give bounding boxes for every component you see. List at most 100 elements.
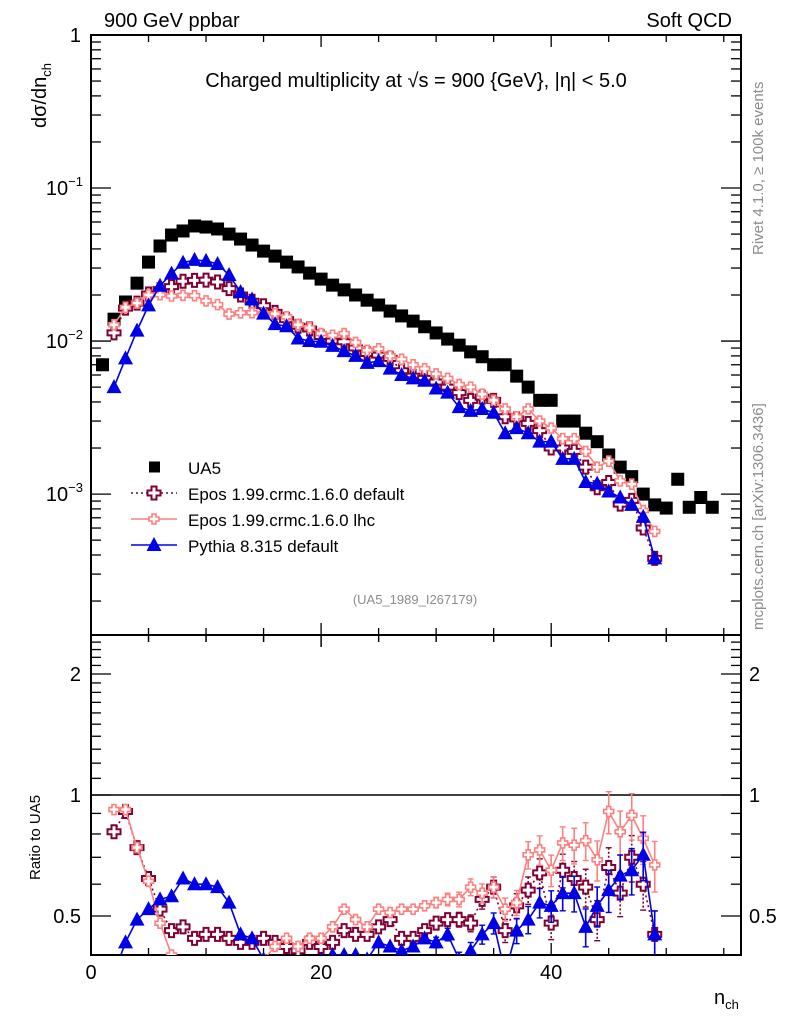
data-point bbox=[348, 347, 364, 362]
data-point bbox=[234, 306, 247, 319]
data-point bbox=[118, 350, 134, 365]
axes: 0 20 40 1 10−1 10−2 10−3 0.5 0.5 1 1 2 2 bbox=[46, 25, 777, 984]
ratio-data-point bbox=[175, 870, 191, 885]
data-point bbox=[520, 415, 536, 431]
data-point bbox=[694, 490, 708, 504]
x-axis-label-main: n bbox=[714, 987, 725, 1009]
data-point bbox=[463, 392, 479, 408]
ratio-data-point bbox=[635, 876, 651, 892]
y-axis-label: dσ/dnch bbox=[29, 63, 54, 128]
data-point bbox=[395, 309, 409, 323]
data-point bbox=[394, 367, 410, 382]
ratio-data-point bbox=[556, 837, 569, 849]
ratio-data-point bbox=[315, 932, 327, 945]
data-point bbox=[313, 333, 329, 348]
ratio-data-point bbox=[165, 949, 178, 955]
data-point bbox=[568, 432, 580, 445]
ratio-data-point bbox=[476, 887, 488, 899]
data-point bbox=[417, 372, 433, 387]
main-plot-marks bbox=[96, 219, 719, 566]
data-point bbox=[567, 414, 581, 428]
ratio-data-point bbox=[233, 926, 249, 941]
data-point bbox=[177, 289, 189, 302]
data-point bbox=[131, 297, 143, 309]
data-point bbox=[165, 290, 178, 302]
data-point bbox=[164, 265, 180, 280]
ratio-data-point bbox=[428, 934, 444, 949]
data-point bbox=[279, 318, 295, 333]
ratio-data-point bbox=[152, 901, 168, 917]
data-point bbox=[337, 283, 351, 297]
data-point bbox=[522, 403, 534, 415]
ratio-data-point bbox=[555, 862, 571, 878]
data-point bbox=[200, 295, 212, 307]
ratio-y-tick-label: 1 bbox=[70, 785, 81, 807]
ratio-data-point bbox=[303, 932, 316, 945]
data-point bbox=[612, 489, 628, 504]
data-point bbox=[590, 435, 604, 449]
side-label-rivet: Rivet 4.1.0, ≥ 100k events bbox=[750, 82, 767, 255]
ratio-data-point bbox=[578, 918, 594, 933]
y-axis-label-main: dσ/dn bbox=[29, 77, 51, 128]
legend-item: Epos 1.99.crmc.1.6.0 lhc bbox=[131, 511, 376, 530]
data-point bbox=[292, 318, 304, 331]
data-point bbox=[106, 379, 122, 394]
series-pythia-8-315-default bbox=[106, 251, 663, 565]
ratio-data-point bbox=[210, 879, 226, 894]
ratio-data-point bbox=[351, 947, 360, 955]
data-point bbox=[636, 487, 650, 501]
ratio-plot-marks bbox=[106, 790, 663, 970]
data-point bbox=[407, 358, 419, 371]
ratio-data-point bbox=[129, 911, 145, 926]
data-point bbox=[290, 330, 306, 345]
data-point bbox=[602, 448, 616, 462]
ratio-data-point bbox=[510, 896, 523, 909]
legend-item: UA5 bbox=[149, 459, 221, 478]
data-point bbox=[382, 360, 398, 375]
data-point bbox=[221, 281, 237, 297]
x-axis-label-sub: ch bbox=[725, 997, 739, 1012]
data-point bbox=[556, 432, 569, 445]
ratio-data-point bbox=[348, 926, 364, 942]
analysis-label: (UA5_1989_I267179) bbox=[353, 592, 477, 607]
data-point bbox=[96, 358, 110, 372]
data-point bbox=[360, 293, 374, 307]
ratio-data-point bbox=[319, 951, 324, 955]
data-point bbox=[257, 244, 271, 258]
data-point bbox=[532, 433, 548, 448]
ratio-data-point bbox=[566, 885, 582, 900]
data-point bbox=[430, 368, 442, 380]
ratio-series-epos-1-99-crmc-1-6-0-default bbox=[106, 803, 663, 955]
data-point bbox=[361, 344, 373, 357]
data-point bbox=[487, 394, 500, 407]
header-right-label: Soft QCD bbox=[646, 10, 732, 32]
data-point bbox=[267, 316, 283, 331]
ratio-y-tick-label-right: 1 bbox=[749, 785, 760, 807]
data-point bbox=[510, 410, 523, 423]
ratio-data-point bbox=[178, 959, 188, 969]
data-point bbox=[428, 380, 444, 395]
ratio-data-point bbox=[198, 926, 214, 942]
data-point bbox=[246, 306, 258, 319]
ratio-data-point bbox=[279, 956, 294, 970]
data-point bbox=[625, 478, 638, 491]
data-point bbox=[142, 255, 156, 269]
ratio-data-point bbox=[532, 865, 548, 881]
ratio-data-point bbox=[428, 915, 444, 931]
side-label-top-group: Rivet 4.1.0, ≥ 100k events bbox=[750, 82, 767, 255]
legend-marker bbox=[146, 485, 162, 501]
ratio-data-point bbox=[118, 934, 134, 949]
ratio-data-point bbox=[221, 894, 237, 909]
data-point bbox=[521, 380, 535, 394]
ratio-data-point bbox=[601, 882, 617, 897]
data-point bbox=[303, 266, 317, 280]
ratio-data-point bbox=[457, 951, 462, 955]
data-point bbox=[602, 455, 615, 468]
ratio-data-point bbox=[365, 951, 370, 955]
data-point bbox=[153, 239, 167, 253]
data-point bbox=[187, 272, 203, 288]
ratio-data-point bbox=[647, 926, 663, 941]
data-point bbox=[429, 326, 443, 340]
data-point bbox=[108, 318, 120, 331]
data-point bbox=[418, 362, 431, 375]
